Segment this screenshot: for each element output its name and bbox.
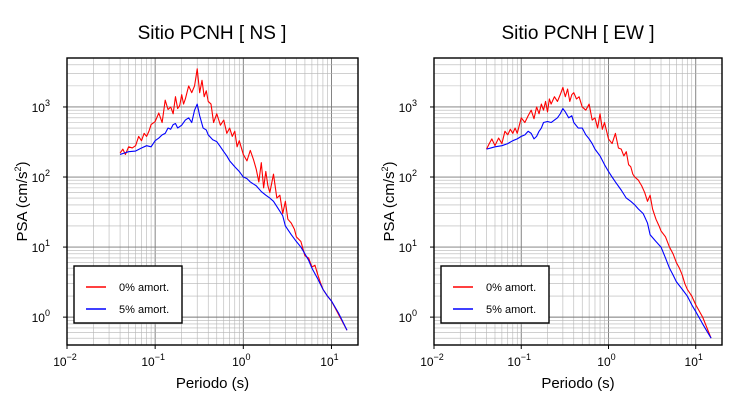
x-tick-label: 101 — [685, 352, 703, 369]
y-tick-label: 101 — [399, 238, 417, 255]
x-axis-label: Periodo (s) — [176, 375, 249, 392]
chart-panel-ns: 10−2 10−1 100 101 100 101 102 103 Sitio PCNH [ N… — [13, 23, 359, 392]
x-tick-label: 100 — [232, 352, 250, 369]
y-tick-label: 102 — [399, 168, 417, 185]
y-tick-label: 101 — [32, 238, 50, 255]
plot-frame — [433, 57, 723, 346]
x-tick-label: 101 — [320, 352, 338, 369]
legend: 0% amort. 5% amort. — [440, 265, 550, 324]
series-line-0 — [119, 68, 348, 331]
plot-frame — [66, 57, 359, 346]
legend: 0% amort. 5% amort. — [73, 265, 183, 324]
legend-box — [73, 265, 183, 324]
x-tick-label: 10−2 — [420, 352, 444, 369]
legend-label: 0% amort. — [119, 282, 169, 294]
chart-panel-ew: 10−2 10−1 100 101 100 101 102 103 Sitio PCNH [ E… — [380, 23, 723, 392]
y-axis-label: PSA (cm/s2) — [13, 161, 31, 241]
legend-box — [440, 265, 550, 324]
series-line-0 — [486, 86, 712, 339]
x-tick-label: 100 — [597, 352, 615, 369]
y-tick-label: 100 — [399, 308, 417, 325]
legend-label: 0% amort. — [486, 282, 536, 294]
y-tick-label: 103 — [399, 98, 417, 115]
x-tick-label: 10−1 — [141, 352, 165, 369]
x-axis-label: Periodo (s) — [541, 375, 614, 392]
legend-label: 5% amort. — [119, 304, 169, 316]
chart-title: Sitio PCNH [ EW ] — [501, 23, 654, 44]
legend-label: 5% amort. — [486, 304, 536, 316]
y-tick-label: 103 — [32, 98, 50, 115]
series-line-1 — [119, 103, 348, 331]
series-line-1 — [486, 107, 712, 339]
y-tick-label: 102 — [32, 168, 50, 185]
x-tick-label: 10−1 — [507, 352, 531, 369]
chart-title: Sitio PCNH [ NS ] — [138, 23, 287, 44]
y-tick-label: 100 — [32, 308, 50, 325]
y-axis-label: PSA (cm/s2) — [380, 161, 398, 241]
grid-lines — [433, 57, 723, 346]
x-tick-label: 10−2 — [53, 352, 77, 369]
